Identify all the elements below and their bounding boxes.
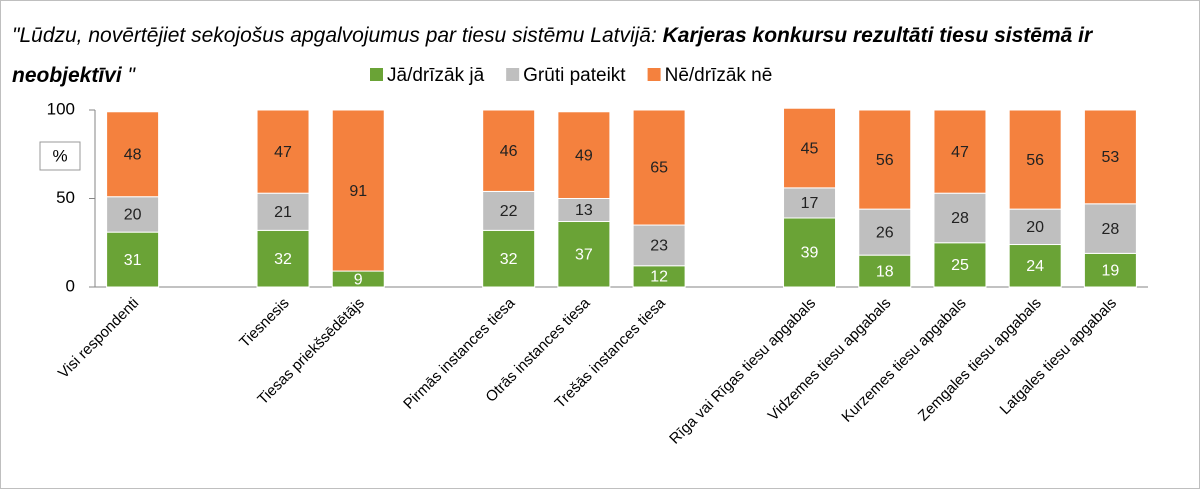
legend-swatch	[647, 68, 661, 81]
title-part: "Lūdzu, novērtējiet sekojošus apgalvojum…	[12, 24, 663, 47]
data-label: 56	[1026, 152, 1044, 169]
data-label: 12	[650, 269, 668, 286]
data-label: 28	[951, 210, 969, 227]
bar-segment	[256, 229, 310, 288]
data-label: 45	[801, 140, 819, 157]
data-label: 20	[1026, 219, 1044, 236]
bar-segment	[482, 229, 536, 288]
data-label: 32	[274, 251, 292, 268]
x-tick-label: Zemgales tiesu apgabals	[915, 295, 1045, 425]
bar-segment	[783, 107, 837, 189]
legend-swatch	[506, 68, 520, 81]
data-label: 26	[876, 224, 894, 241]
bar-segment	[331, 109, 385, 272]
data-label: 49	[575, 147, 593, 164]
bar-segment	[106, 231, 160, 288]
bar-segment	[933, 242, 987, 288]
data-label: 48	[124, 146, 142, 163]
data-label: 13	[575, 202, 593, 219]
x-tick-label: Visi respondenti	[55, 295, 142, 382]
data-label: 21	[274, 204, 292, 221]
bar-segment	[1008, 109, 1062, 210]
x-tick-label: Tiesnesis	[236, 295, 292, 351]
chart-title: "Lūdzu, novērtējiet sekojošus apgalvojum…	[12, 16, 1192, 96]
legend-swatch	[370, 68, 383, 81]
bar-segment	[256, 192, 310, 231]
data-label: 23	[650, 238, 668, 255]
title-bold: Karjeras konkursu rezultāti tiesu sistēm…	[12, 24, 1093, 87]
data-label: 65	[650, 160, 668, 177]
bar-segment	[1083, 109, 1137, 205]
data-label: 9	[354, 271, 363, 288]
x-tick-label: Rīga vai Rīgas tiesu apgabals	[666, 295, 819, 448]
data-label: 28	[1101, 221, 1119, 238]
x-tick-label: Kurzemes tiesu apgabals	[838, 295, 969, 426]
bar-segment	[783, 187, 837, 219]
x-tick-label: Vidzemes tiesu apgabals	[765, 295, 895, 425]
legend-label: Nē/drīzāk nē	[665, 65, 773, 86]
bar-segment	[858, 109, 912, 210]
unit-label: %	[52, 146, 67, 165]
bar-segment	[482, 109, 536, 192]
data-label: 56	[876, 152, 894, 169]
data-label: 32	[500, 251, 518, 268]
data-label: 25	[951, 257, 969, 274]
data-label: 91	[349, 183, 367, 200]
bar-segment	[256, 109, 310, 194]
bar-segment	[557, 221, 611, 288]
bar-segment	[106, 111, 160, 198]
data-label: 24	[1026, 258, 1044, 275]
data-label: 17	[801, 195, 819, 212]
bar-segment	[783, 217, 837, 288]
bar-segment	[933, 192, 987, 244]
data-label: 18	[876, 263, 894, 280]
data-label: 47	[951, 144, 969, 161]
bar-segment	[858, 208, 912, 256]
data-label: 39	[801, 245, 819, 262]
legend-label: Grūti pateikt	[523, 65, 626, 86]
legend-label: Jā/drīzāk jā	[387, 65, 485, 86]
y-tick-label: 100	[47, 99, 75, 118]
bar-segment	[106, 196, 160, 233]
data-label: 20	[124, 207, 142, 224]
y-tick-label: 0	[66, 276, 75, 295]
bar-segment	[933, 109, 987, 194]
bar-segment	[632, 109, 686, 226]
data-label: 19	[1101, 262, 1119, 279]
data-label: 53	[1101, 149, 1119, 166]
bar-segment	[632, 224, 686, 267]
title-part: "	[121, 64, 135, 87]
unit-box	[39, 141, 81, 171]
data-label: 47	[274, 144, 292, 161]
bar-segment	[557, 111, 611, 199]
data-label: 46	[500, 143, 518, 160]
bar-segment	[1008, 208, 1062, 246]
data-label: 37	[575, 246, 593, 263]
y-tick-label: 50	[56, 188, 75, 207]
data-label: 31	[124, 252, 142, 269]
data-label: 22	[500, 203, 518, 220]
bar-segment	[482, 190, 536, 231]
